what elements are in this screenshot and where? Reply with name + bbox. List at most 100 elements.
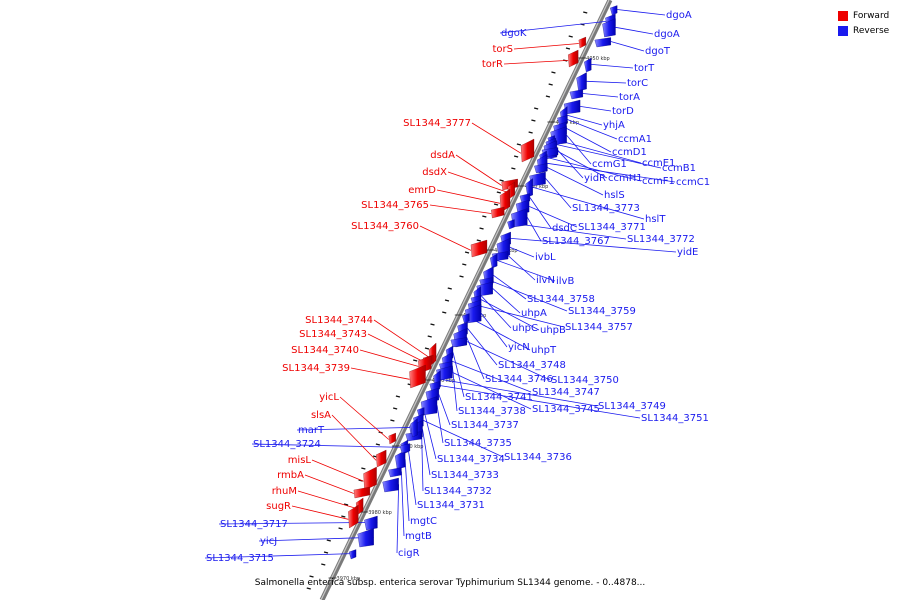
gene-feature-mgtB[interactable]	[388, 467, 402, 478]
gene-feature-SL1344_3772[interactable]	[507, 219, 515, 230]
gene-label-uhpC[interactable]: uhpC	[512, 323, 538, 334]
gene-label-uhpB[interactable]: uhpB	[540, 325, 566, 336]
gene-feature-hslT[interactable]	[525, 178, 533, 198]
gene-feature-yicL[interactable]	[388, 432, 396, 445]
gene-feature-ilvB[interactable]	[489, 253, 498, 269]
gene-label-SL1344_3741[interactable]: SL1344_3741	[465, 392, 533, 403]
gene-feature-SL1344_3715[interactable]	[348, 549, 357, 560]
gene-label-SL1344_3739[interactable]: SL1344_3739	[282, 363, 350, 374]
gene-feature-torT[interactable]	[584, 57, 592, 73]
gene-label-SL1344_3767[interactable]: SL1344_3767	[542, 236, 610, 247]
gene-feature-uhpT[interactable]	[462, 313, 470, 324]
gene-label-SL1344_3724[interactable]: SL1344_3724	[253, 439, 321, 450]
gene-label-SL1344_3743[interactable]: SL1344_3743	[299, 329, 367, 340]
gene-label-SL1344_3744[interactable]: SL1344_3744	[305, 315, 373, 326]
gene-label-ccmF1[interactable]: ccmF1	[642, 176, 675, 187]
gene-label-ilvN[interactable]: ilvN	[536, 275, 555, 286]
gene-label-SL1344_3750[interactable]: SL1344_3750	[551, 375, 619, 386]
gene-label-rhuM[interactable]: rhuM	[272, 486, 297, 497]
gene-label-SL1344_3738[interactable]: SL1344_3738	[458, 406, 526, 417]
gene-label-dgoA[interactable]: dgoA	[666, 10, 692, 21]
gene-label-emrD[interactable]: emrD	[408, 185, 436, 196]
gene-label-torS[interactable]: torS	[493, 44, 514, 55]
gene-label-misL[interactable]: misL	[288, 455, 312, 466]
gene-label-SL1344_3748[interactable]: SL1344_3748	[498, 360, 566, 371]
gene-feature-hslS[interactable]	[534, 163, 548, 174]
gene-label-mgtC[interactable]: mgtC	[410, 516, 437, 527]
gene-label-SL1344_3735[interactable]: SL1344_3735	[444, 438, 512, 449]
gene-label-torR[interactable]: torR	[482, 59, 503, 70]
gene-label-SL1344_3758[interactable]: SL1344_3758	[527, 294, 595, 305]
gene-feature-marT[interactable]	[410, 418, 418, 438]
gene-label-uhpA[interactable]: uhpA	[521, 308, 547, 319]
gene-label-mgtB[interactable]: mgtB	[405, 531, 432, 542]
gene-label-SL1344_3731[interactable]: SL1344_3731	[417, 500, 485, 511]
gene-label-dsdA[interactable]: dsdA	[430, 150, 455, 161]
gene-feature-slsA[interactable]	[376, 449, 387, 468]
gene-label-dgoT[interactable]: dgoT	[645, 46, 671, 57]
gene-label-SL1344_3777[interactable]: SL1344_3777	[403, 118, 471, 129]
gene-label-yicL[interactable]: yicL	[319, 392, 339, 403]
gene-label-hslT[interactable]: hslT	[645, 214, 666, 225]
gene-label-marT[interactable]: marT	[298, 425, 325, 436]
gene-label-SL1344_3771[interactable]: SL1344_3771	[578, 222, 646, 233]
gene-feature-rmbA[interactable]	[353, 486, 370, 499]
gene-label-SL1344_3736[interactable]: SL1344_3736	[504, 452, 572, 463]
gene-label-ccmA1[interactable]: ccmA1	[618, 134, 652, 145]
gene-label-dsdX[interactable]: dsdX	[422, 167, 447, 178]
gene-label-SL1344_3751[interactable]: SL1344_3751	[641, 413, 709, 424]
gene-label-SL1344_3773[interactable]: SL1344_3773	[572, 203, 640, 214]
gene-label-ccmH1[interactable]: ccmH1	[608, 173, 643, 184]
gene-label-ilvB[interactable]: ilvB	[556, 276, 574, 287]
gene-label-SL1344_3745[interactable]: SL1344_3745	[532, 404, 600, 415]
gene-feature-torS[interactable]	[578, 36, 586, 49]
gene-feature-mgtC[interactable]	[394, 450, 406, 470]
gene-label-SL1344_3760[interactable]: SL1344_3760	[351, 221, 419, 232]
gene-label-ccmB1[interactable]: ccmB1	[662, 163, 696, 174]
gene-feature-dgoT[interactable]	[594, 37, 611, 48]
gene-label-SL1344_3759[interactable]: SL1344_3759	[568, 306, 636, 317]
gene-label-hslS[interactable]: hslS	[604, 190, 625, 201]
gene-label-SL1344_3717[interactable]: SL1344_3717	[220, 519, 288, 530]
gene-feature-SL1344_3717[interactable]	[364, 515, 378, 531]
gene-feature-yicJ[interactable]	[357, 528, 374, 548]
gene-feature-SL1344_3765[interactable]	[491, 206, 505, 219]
gene-feature-misL[interactable]	[363, 466, 377, 491]
gene-feature-dgoA[interactable]	[602, 18, 616, 38]
gene-label-ivbL[interactable]: ivbL	[535, 252, 556, 263]
gene-label-SL1344_3733[interactable]: SL1344_3733	[431, 470, 499, 481]
gene-feature-torC[interactable]	[576, 72, 587, 92]
gene-feature-SL1344_3724[interactable]	[399, 443, 411, 454]
gene-label-dgoA[interactable]: dgoA	[654, 29, 680, 40]
gene-label-SL1344_3740[interactable]: SL1344_3740	[291, 345, 359, 356]
gene-label-SL1344_3734[interactable]: SL1344_3734	[437, 454, 505, 465]
gene-label-torT[interactable]: torT	[634, 63, 655, 74]
gene-label-SL1344_3746[interactable]: SL1344_3746	[485, 374, 553, 385]
gene-label-SL1344_3732[interactable]: SL1344_3732	[424, 486, 492, 497]
gene-label-SL1344_3747[interactable]: SL1344_3747	[532, 387, 600, 398]
gene-feature-SL1344_3760[interactable]	[470, 239, 488, 258]
gene-label-dgoK[interactable]: dgoK	[501, 28, 527, 39]
gene-label-SL1344_3757[interactable]: SL1344_3757	[565, 322, 633, 333]
gene-feature-torA[interactable]	[569, 89, 583, 100]
gene-label-yicN[interactable]: yicN	[508, 342, 530, 353]
gene-label-yhjA[interactable]: yhjA	[603, 120, 625, 131]
gene-label-ccmC1[interactable]: ccmC1	[676, 177, 710, 188]
gene-feature-sugR[interactable]	[348, 504, 359, 529]
gene-feature-cigR[interactable]	[382, 477, 399, 493]
gene-label-dsdC[interactable]: dsdC	[552, 223, 577, 234]
gene-feature-torR[interactable]	[568, 49, 579, 68]
gene-label-uhpT[interactable]: uhpT	[531, 345, 557, 356]
gene-label-cigR[interactable]: cigR	[398, 548, 420, 559]
gene-feature-SL1344_3750[interactable]	[450, 337, 467, 348]
gene-label-yidR[interactable]: yidR	[584, 173, 606, 184]
gene-label-ccmG1[interactable]: ccmG1	[592, 159, 627, 170]
gene-label-SL1344_3772[interactable]: SL1344_3772	[627, 234, 695, 245]
gene-label-torC[interactable]: torC	[627, 78, 648, 89]
gene-label-SL1344_3737[interactable]: SL1344_3737	[451, 420, 519, 431]
gene-label-SL1344_3765[interactable]: SL1344_3765	[361, 200, 429, 211]
gene-label-ccmE1[interactable]: ccmE1	[642, 158, 675, 169]
gene-label-yidE[interactable]: yidE	[677, 247, 698, 258]
gene-feature-SL1344_3777[interactable]	[520, 138, 535, 163]
gene-feature-emrD[interactable]	[499, 188, 511, 213]
